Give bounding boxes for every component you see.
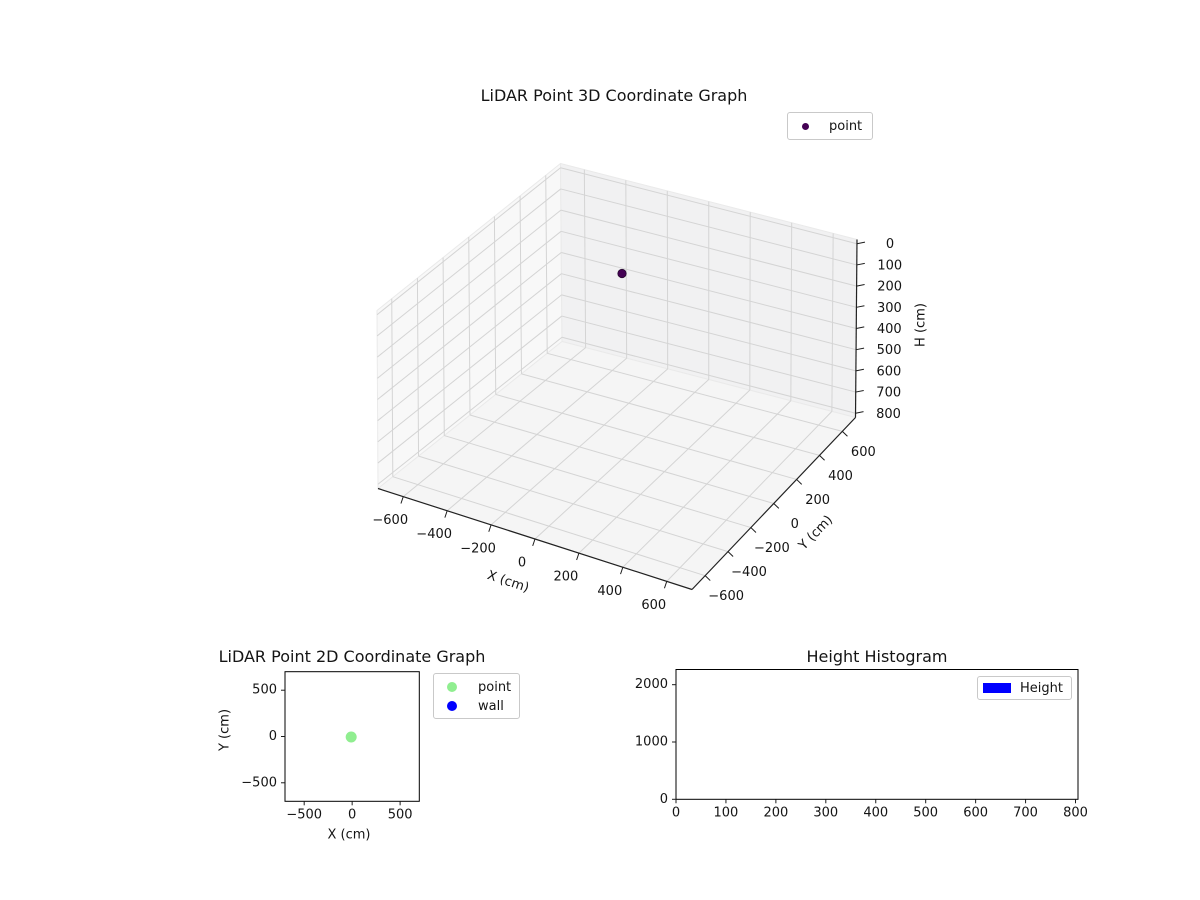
plot3d-legend: point: [787, 112, 874, 140]
point-marker-icon: [802, 122, 809, 130]
tick-label: −600: [372, 513, 408, 528]
tick-label: 0: [269, 729, 277, 744]
tick-label: −400: [731, 565, 767, 580]
tick-label: 400: [597, 584, 622, 599]
legend-label: point: [478, 679, 512, 695]
tick-label: 100: [714, 805, 739, 820]
height-swatch-icon: [983, 683, 1011, 693]
tick-label: −400: [416, 527, 452, 542]
tick-label: 2000: [635, 677, 668, 692]
tick-label: 0: [348, 807, 356, 822]
tick-label: 400: [828, 469, 853, 484]
wall-marker-icon: [447, 701, 457, 711]
tick-label: −600: [708, 589, 744, 604]
tick-label: 800: [1063, 805, 1088, 820]
plot3d-grid: [376, 167, 858, 582]
plot2d-y-axis-label: Y (cm): [217, 708, 233, 752]
point2d-marker: [345, 731, 357, 743]
plot3d-ticks: −600−400−2000200400600−600−400−200020040…: [372, 237, 902, 613]
tick-label: 0: [672, 805, 680, 820]
legend-row: point: [802, 113, 862, 139]
tick-label: 600: [963, 805, 988, 820]
plot3d-h-axis-label: H (cm): [913, 303, 929, 347]
plot2d-legend: point wall: [433, 673, 521, 719]
tick-label: −500: [286, 807, 322, 822]
plot2d-x-axis-label: X (cm): [327, 827, 371, 843]
tick-label: 500: [913, 805, 938, 820]
tick-label: 500: [388, 807, 413, 822]
tick-label: 500: [252, 683, 277, 698]
histogram-legend: Height: [977, 676, 1072, 700]
plot2d-axes: −500 0 500 500 0 −500: [241, 671, 420, 822]
legend-label: Height: [1020, 680, 1063, 696]
point3d-marker: [617, 268, 627, 279]
tick-label: 700: [1013, 805, 1038, 820]
plot3d-title: LiDAR Point 3D Coordinate Graph: [480, 86, 748, 105]
point-marker-icon: [447, 682, 457, 692]
tick-label: 700: [876, 386, 901, 401]
legend-row: point: [447, 678, 511, 696]
tick-label: 300: [813, 805, 838, 820]
tick-label: 200: [805, 493, 830, 508]
tick-label: −500: [241, 775, 277, 790]
tick-label: 200: [554, 570, 579, 585]
legend-row: Height: [983, 677, 1063, 699]
plot3d-scene: −600−400−2000200400600−600−400−200020040…: [372, 163, 902, 613]
histogram-title: Height Histogram: [806, 647, 948, 666]
plot2d-title: LiDAR Point 2D Coordinate Graph: [218, 647, 486, 666]
tick-label: 400: [877, 322, 902, 337]
legend-label: point: [829, 118, 863, 134]
tick-label: 0: [518, 556, 526, 571]
tick-label: 1000: [635, 734, 668, 749]
tick-label: −200: [754, 541, 790, 556]
tick-label: −200: [460, 541, 496, 556]
legend-label: wall: [478, 698, 504, 714]
tick-label: 0: [660, 792, 668, 807]
tick-label: 0: [791, 517, 799, 532]
tick-label: 600: [876, 364, 901, 379]
tick-label: 400: [863, 805, 888, 820]
tick-label: 0: [886, 237, 894, 252]
tick-label: 100: [877, 258, 902, 273]
legend-row: wall: [447, 697, 511, 715]
tick-label: 800: [876, 407, 901, 422]
histogram-axes: 0 100 200 300 400 500 600 700 800 0 1000 2000: [635, 669, 1088, 820]
tick-label: 300: [877, 301, 902, 316]
tick-label: 500: [877, 343, 902, 358]
tick-label: 600: [851, 445, 876, 460]
tick-label: 200: [877, 280, 902, 295]
tick-label: 600: [641, 598, 666, 613]
tick-label: 200: [763, 805, 788, 820]
